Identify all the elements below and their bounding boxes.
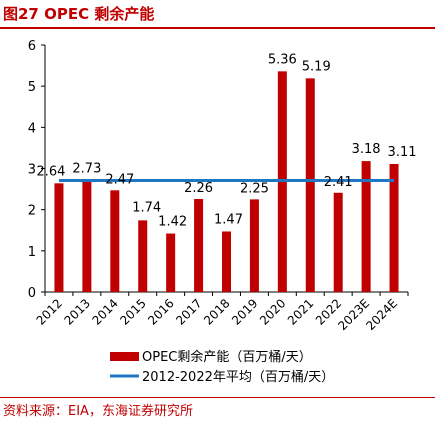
y-tick-label: 4 <box>28 121 36 136</box>
data-label-2020: 5.36 <box>268 52 297 67</box>
data-label-2022: 2.41 <box>324 175 353 190</box>
chart-legend: OPEC剩余产能（百万桶/天） 2012-2022年平均（百万桶/天） <box>110 349 334 385</box>
bar-2019 <box>249 199 259 292</box>
y-tick-label: 6 <box>28 39 36 54</box>
y-tick-label: 0 <box>28 286 36 301</box>
bar-2022 <box>333 192 343 292</box>
x-tick-label: 2012 <box>34 296 65 327</box>
bar-2014 <box>110 190 120 292</box>
legend-swatch-bar <box>110 352 139 361</box>
bar-2021 <box>305 78 315 292</box>
footer-divider <box>0 397 435 398</box>
data-label-2019: 2.25 <box>240 181 269 196</box>
chart-title: 图27 OPEC 剩余产能 <box>3 5 155 23</box>
data-label-2012: 2.64 <box>36 164 65 179</box>
data-label-2013: 2.73 <box>72 162 101 177</box>
data-label-2024E: 3.11 <box>388 145 417 160</box>
x-tick-label: 2019 <box>229 296 260 327</box>
bar-2018 <box>222 231 231 292</box>
legend-label-line: 2012-2022年平均（百万桶/天） <box>142 370 334 385</box>
x-tick-label: 2015 <box>117 296 148 327</box>
x-tick-label: 2024E <box>363 296 400 333</box>
x-tick-label: 2017 <box>173 296 204 327</box>
y-tick-label: 5 <box>28 80 36 95</box>
bar-2012 <box>54 183 64 292</box>
data-label-2018: 1.47 <box>214 212 243 227</box>
legend-label-bar: OPEC剩余产能（百万桶/天） <box>142 349 312 365</box>
y-tick-label: 3 <box>28 163 36 178</box>
source-note: 资料来源：EIA，东海证券研究所 <box>3 404 193 419</box>
x-tick-label: 2014 <box>89 296 120 327</box>
data-label-2016: 1.42 <box>158 215 187 230</box>
data-label-2023E: 3.18 <box>352 142 381 157</box>
data-label-2015: 1.74 <box>132 200 161 215</box>
bar-2016 <box>166 233 176 292</box>
data-label-2017: 2.26 <box>184 181 213 196</box>
x-tick-label: 2021 <box>285 296 316 327</box>
title-divider <box>0 27 435 29</box>
x-tick-label: 2020 <box>257 296 288 327</box>
bar-2013 <box>82 179 92 292</box>
x-tick-label: 2013 <box>62 296 93 327</box>
y-tick-label: 1 <box>28 245 36 260</box>
data-labels: 2.64 2.73 2.47 1.741.42 2.26 1.47 2.25 5.36 5.19… <box>36 52 416 229</box>
bar-2024E <box>389 163 399 292</box>
y-tick-label: 2 <box>28 204 36 219</box>
x-tick-label: 2016 <box>145 296 176 327</box>
x-tick-label: 2018 <box>201 296 232 327</box>
bar-2015 <box>138 220 148 292</box>
data-label-2014: 2.47 <box>105 172 134 187</box>
bar-2023E <box>361 161 371 292</box>
bar-2017 <box>194 198 204 292</box>
data-label-2021: 5.19 <box>302 59 331 74</box>
